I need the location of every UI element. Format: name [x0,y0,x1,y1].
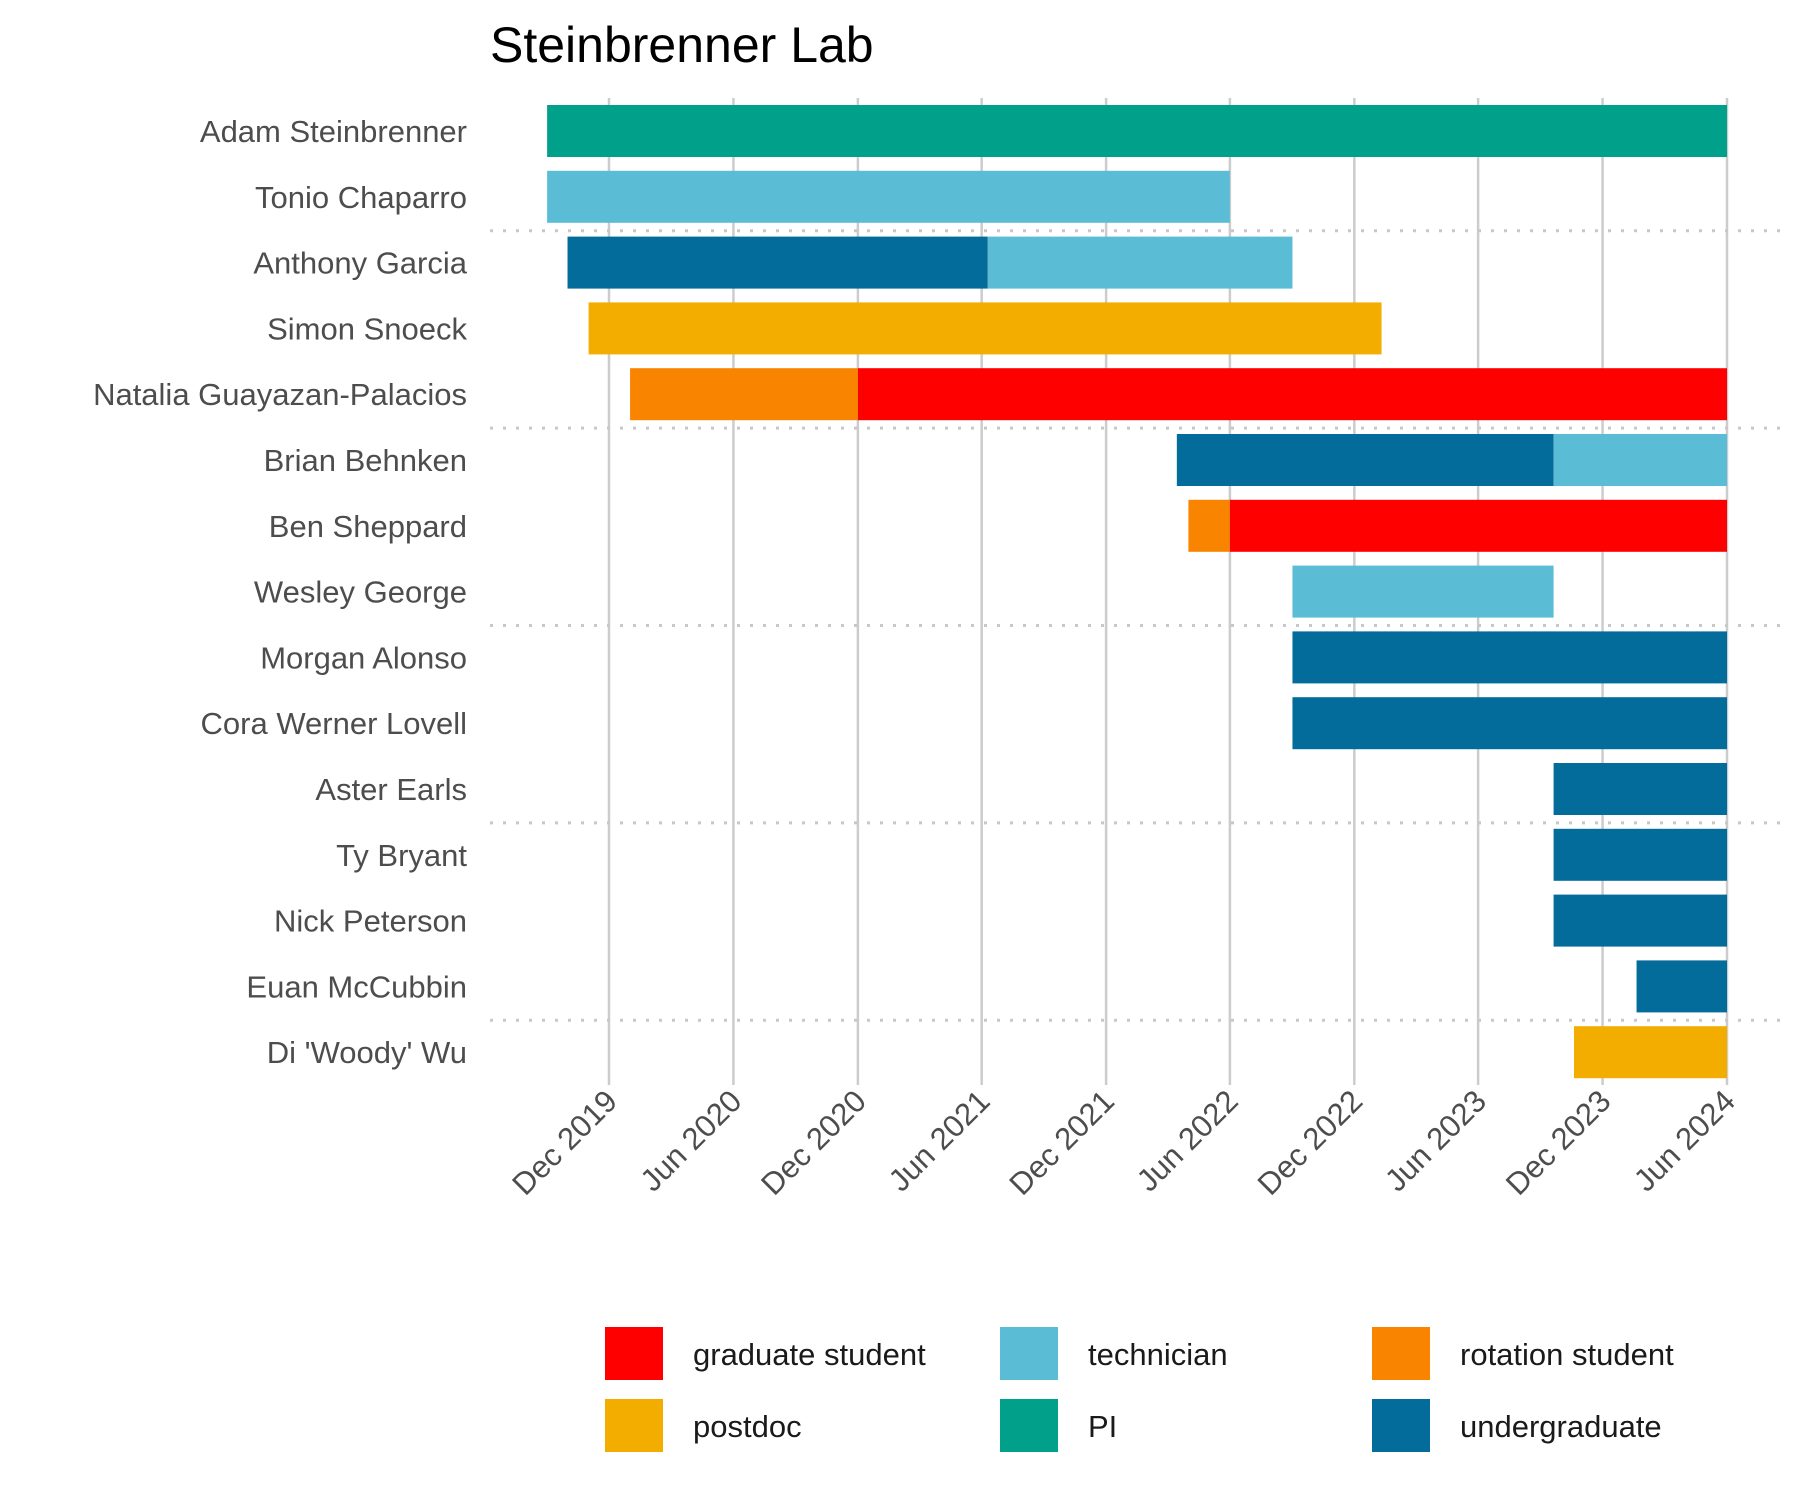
legend-key-technician [1000,1327,1058,1380]
row-label-cora-werner-lovell: Cora Werner Lovell [201,706,467,741]
legend-label-technician: technician [1088,1337,1228,1372]
x-tick-label-jun-2021: Jun 2021 [882,1083,997,1198]
bar-nick-peterson-undergraduate [1553,894,1727,947]
bar-brian-behnken-technician [1553,434,1727,486]
x-tick-label-jun-2023: Jun 2023 [1378,1083,1493,1198]
legend-label-graduate-student: graduate student [693,1337,926,1372]
row-label-adam-steinbrenner: Adam Steinbrenner [200,114,467,149]
x-tick-label-jun-2022: Jun 2022 [1130,1083,1245,1198]
x-tick-label-dec-2021: Dec 2021 [1002,1083,1121,1202]
x-tick-label-dec-2020: Dec 2020 [754,1083,873,1202]
row-label-wesley-george: Wesley George [254,575,467,610]
bar-ben-sheppard-graduate-student [1229,499,1727,552]
bar-wesley-george-technician [1292,565,1554,618]
row-label-aster-earls: Aster Earls [315,772,467,807]
bar-morgan-alonso-undergraduate [1292,631,1727,684]
chart-title: Steinbrenner Lab [490,17,874,73]
legend-label-pi: PI [1088,1409,1117,1444]
bar-di-woody-wu-postdoc [1573,1026,1727,1079]
legend-label-postdoc: postdoc [693,1409,802,1444]
bar-anthony-garcia-undergraduate [567,236,988,289]
bar-adam-steinbrenner-pi [547,105,1727,157]
legend-key-rotation-student [1372,1327,1430,1380]
row-label-natalia-guayazan-palacios: Natalia Guayazan-Palacios [93,377,467,412]
row-label-ty-bryant: Ty Bryant [336,838,467,873]
bar-brian-behnken-undergraduate [1176,434,1554,486]
legend-key-undergraduate [1372,1399,1430,1452]
bars [547,105,1727,1079]
legend-label-undergraduate: undergraduate [1460,1409,1662,1444]
row-labels: Adam Steinbrenner Tonio Chaparro Anthony G… [93,114,468,1070]
bar-euan-mccubbin-undergraduate [1636,960,1727,1013]
legend-key-pi [1000,1399,1058,1452]
row-label-anthony-garcia: Anthony Garcia [253,246,467,281]
row-label-ben-sheppard: Ben Sheppard [269,509,467,544]
legend: graduate student postdoc technician PI rotat… [605,1327,1674,1452]
bar-aster-earls-undergraduate [1553,763,1727,815]
bar-anthony-garcia-technician [987,236,1293,289]
bar-natalia-guayazan-palacios-graduate-student [857,368,1727,421]
x-tick-label-jun-2020: Jun 2020 [633,1083,748,1198]
row-label-euan-mccubbin: Euan McCubbin [246,969,467,1004]
row-label-morgan-alonso: Morgan Alonso [260,640,467,675]
row-label-di-woody-wu: Di 'Woody' Wu [267,1035,467,1070]
x-tick-label-jun-2024: Jun 2024 [1627,1083,1742,1198]
row-label-tonio-chaparro: Tonio Chaparro [255,180,467,215]
legend-key-postdoc [605,1399,663,1452]
legend-key-graduate-student [605,1327,663,1380]
bar-simon-snoeck-postdoc [588,302,1382,355]
x-tick-label-dec-2022: Dec 2022 [1251,1083,1370,1202]
row-label-brian-behnken: Brian Behnken [264,443,467,478]
row-label-nick-peterson: Nick Peterson [274,904,467,939]
bar-tonio-chaparro-technician [547,170,1230,223]
bar-cora-werner-lovell-undergraduate [1292,697,1727,750]
row-label-simon-snoeck: Simon Snoeck [267,311,467,346]
x-axis-ticks: Dec 2019 Jun 2020 Dec 2020 Jun 2021 Dec 2021… [505,1083,1742,1202]
x-tick-label-dec-2019: Dec 2019 [505,1083,624,1202]
bar-natalia-guayazan-palacios-rotation-student [630,368,858,421]
bar-ben-sheppard-rotation-student [1188,499,1230,552]
legend-label-rotation-student: rotation student [1460,1337,1674,1372]
bar-ty-bryant-undergraduate [1553,828,1727,881]
x-tick-label-dec-2023: Dec 2023 [1499,1083,1618,1202]
